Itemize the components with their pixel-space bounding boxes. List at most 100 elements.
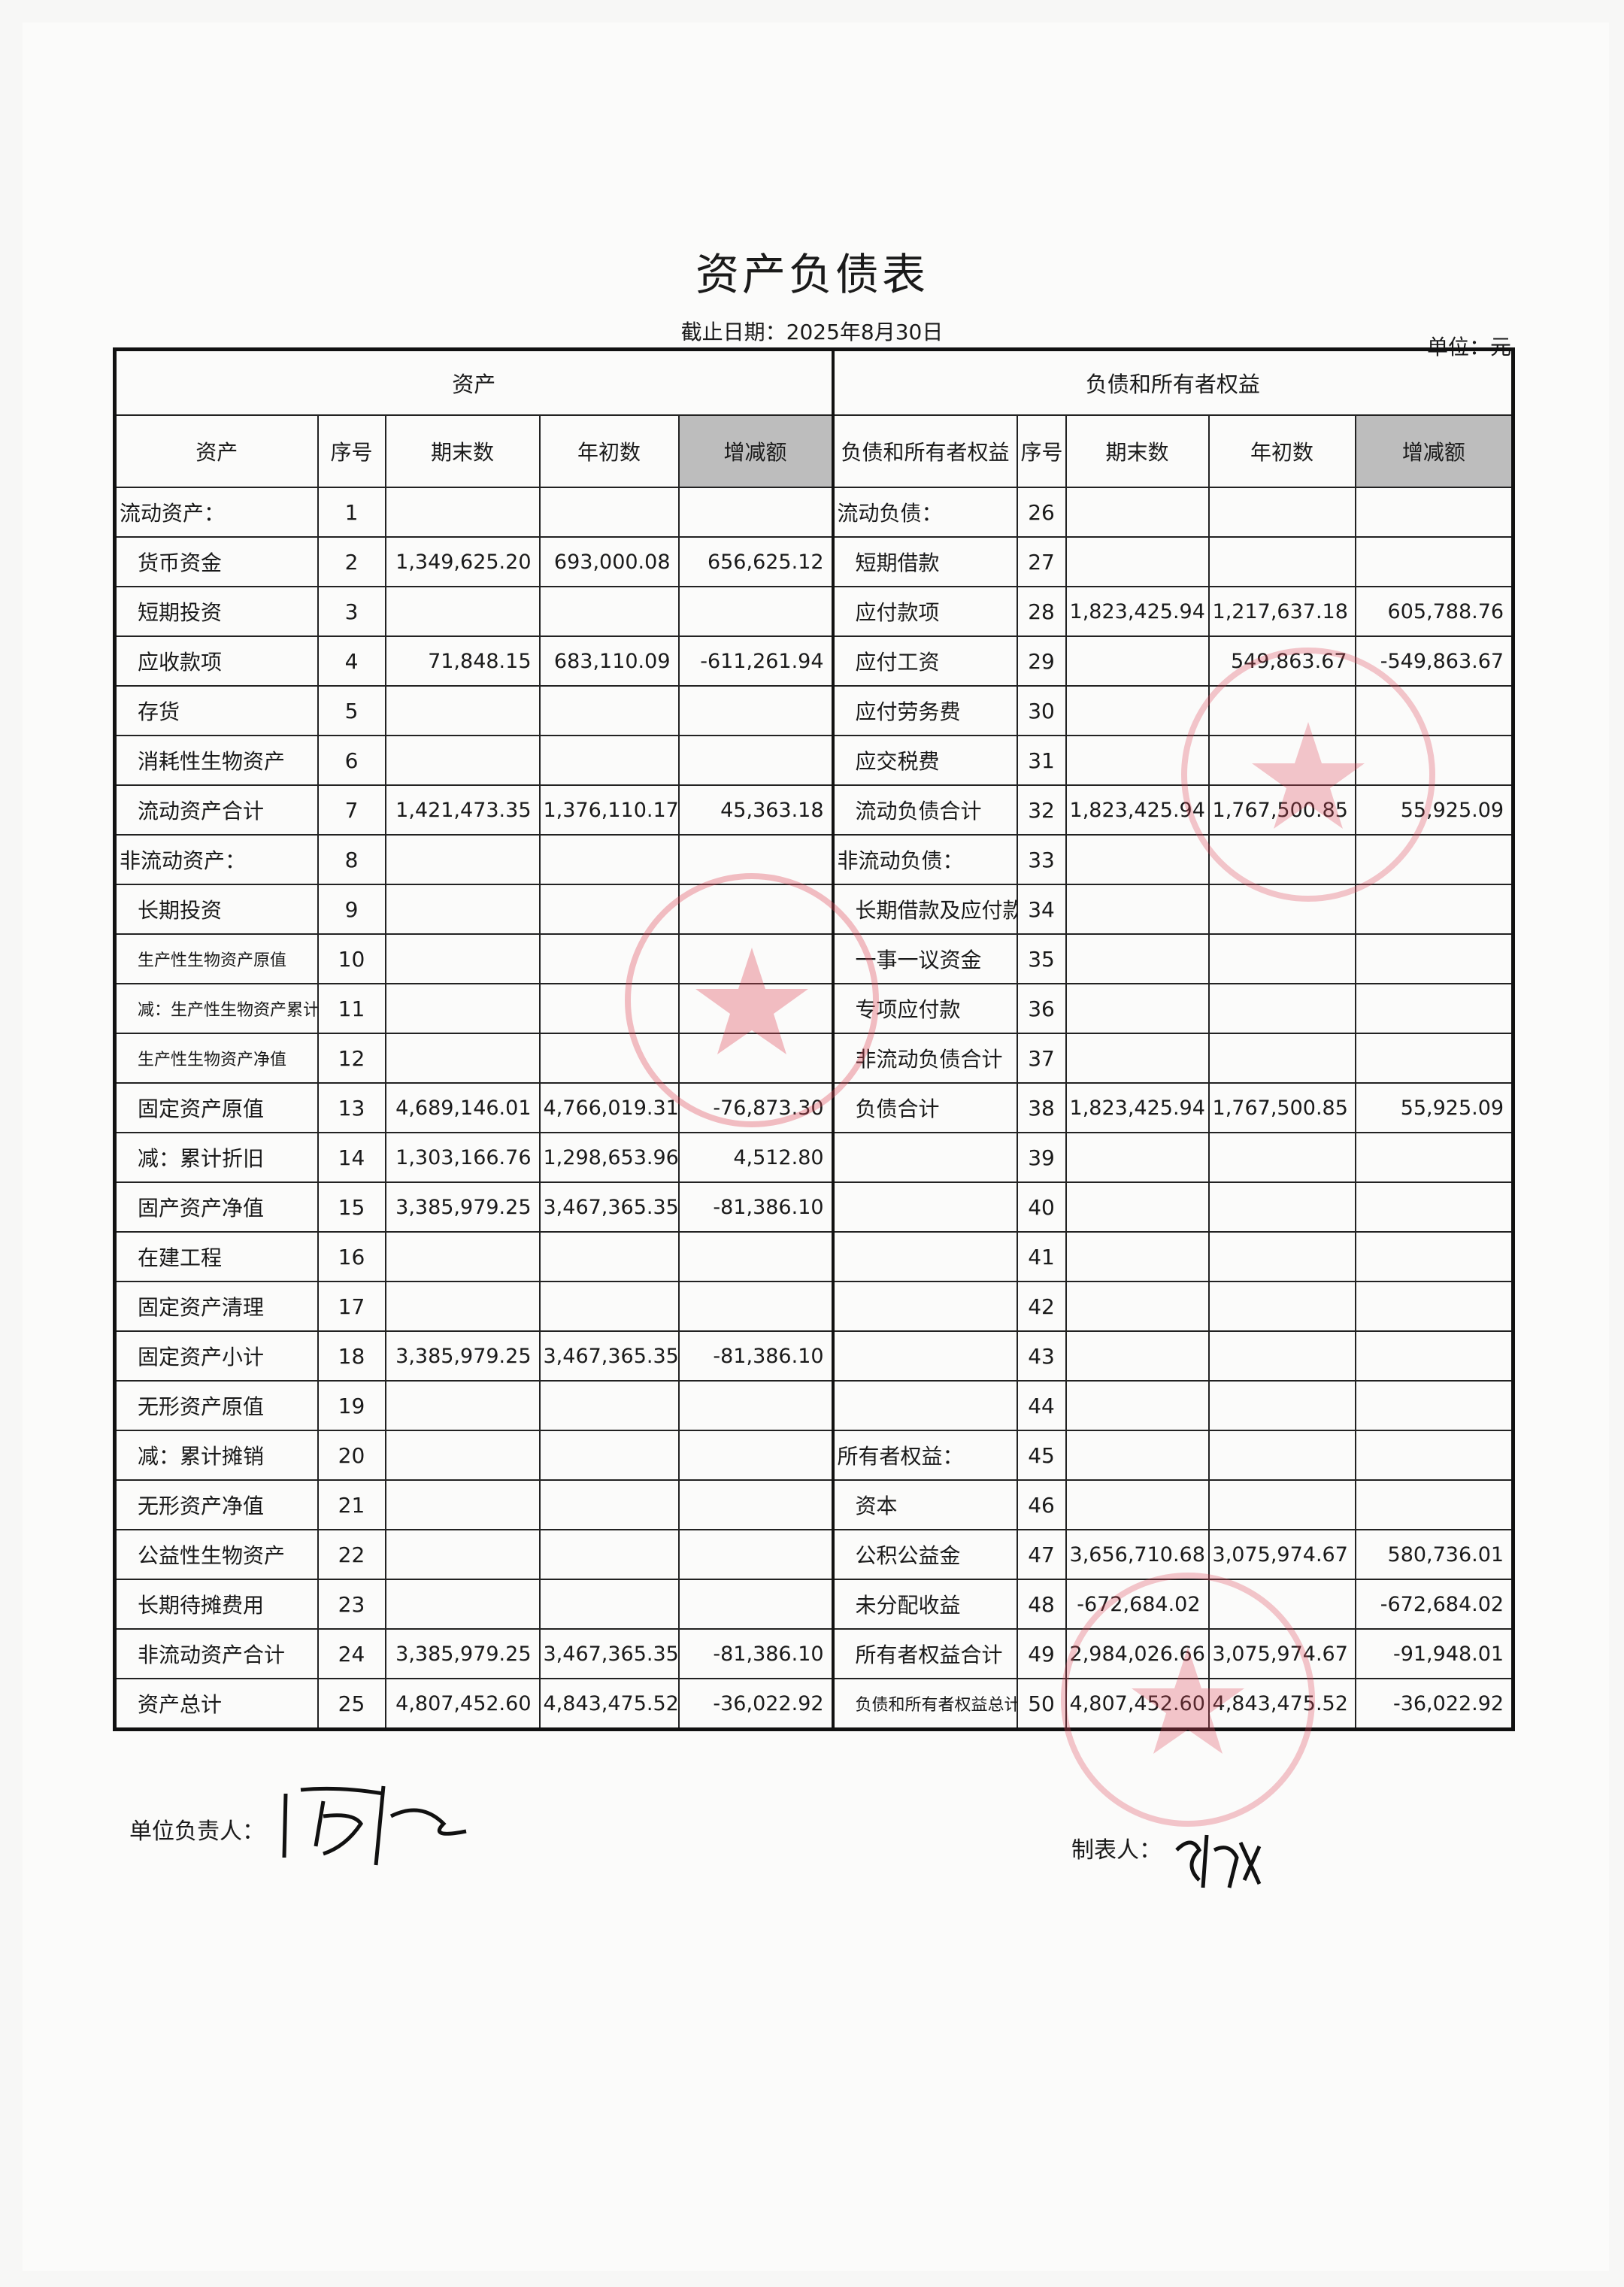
liability-name-cell: 应付劳务费: [831, 685, 1018, 736]
asset-end-cell: [384, 834, 541, 885]
asset-end-cell: [384, 1479, 541, 1530]
asset-seq-cell: 6: [317, 735, 386, 786]
liability-seq-cell: 31: [1016, 735, 1067, 786]
asset-change-cell: [677, 735, 834, 786]
asset-seq-cell: 9: [317, 884, 386, 935]
liability-begin-cell: 1,767,500.85: [1207, 1082, 1356, 1133]
liability-seq-cell: 49: [1016, 1628, 1067, 1679]
asset-begin-cell: [538, 1529, 680, 1580]
asset-end-cell: [384, 1529, 541, 1580]
table-row: 非流动资产： 8 非流动负债： 33: [114, 834, 1514, 885]
asset-seq-cell: 16: [317, 1231, 386, 1282]
liability-name-cell: 应交税费: [831, 735, 1018, 786]
liability-end-cell: [1065, 735, 1210, 786]
asset-change-cell: [677, 884, 834, 935]
liability-seq-cell: 36: [1016, 983, 1067, 1034]
liability-begin-cell: [1207, 1033, 1356, 1084]
table-row: 固定资产小计 18 3,385,979.25 3,467,365.35 -81,386.…: [114, 1330, 1514, 1382]
asset-end-cell: [384, 586, 541, 637]
asset-change-cell: [677, 1529, 834, 1580]
table-row: 固定资产原值 13 4,689,146.01 4,766,019.31 -76,873.…: [114, 1082, 1514, 1133]
liability-seq-cell: 44: [1016, 1380, 1067, 1431]
asset-change-cell: [677, 487, 834, 538]
asset-name-cell: 无形资产原值: [114, 1380, 319, 1431]
asset-end-cell: [384, 1281, 541, 1332]
asset-name-cell: 非流动资产：: [114, 834, 319, 885]
liability-name-cell: [831, 1231, 1018, 1282]
preparer-label: 制表人：: [1071, 1837, 1162, 1864]
asset-name-cell: 长期投资: [114, 884, 319, 935]
liability-end-cell: [1065, 1330, 1210, 1382]
asset-change-cell: [677, 1231, 834, 1282]
asset-end-cell: [384, 685, 541, 736]
asset-begin-cell: 4,843,475.52: [538, 1678, 680, 1730]
asset-seq-cell: 17: [317, 1281, 386, 1332]
asset-name-cell: 生产性生物资产原值: [114, 933, 319, 984]
liability-begin-cell: [1207, 1479, 1356, 1530]
table-row: 长期待摊费用 23 未分配收益 48 -672,684.02 -672,684.02: [114, 1579, 1514, 1630]
liability-name-cell: 所有者权益合计: [831, 1628, 1018, 1679]
asset-end-cell: [384, 1380, 541, 1431]
liability-seq-cell: 40: [1016, 1181, 1067, 1233]
liability-name-cell: 公积公益金: [831, 1529, 1018, 1580]
liability-change-cell: [1354, 536, 1514, 587]
asset-end-cell: 71,848.15: [384, 635, 541, 687]
liability-end-cell: [1065, 536, 1210, 587]
table-row: 存货 5 应付劳务费 30: [114, 685, 1514, 736]
liability-seq-cell: 50: [1016, 1678, 1067, 1730]
asset-end-cell: [384, 487, 541, 538]
liability-begin-cell: [1207, 487, 1356, 538]
liability-change-cell: [1354, 685, 1514, 736]
liability-end-cell: [1065, 1479, 1210, 1530]
header-left-name: 资产: [114, 414, 319, 488]
liability-change-cell: [1354, 1380, 1514, 1431]
liability-name-cell: 流动负债：: [831, 487, 1018, 538]
asset-change-cell: 656,625.12: [677, 536, 834, 587]
asset-end-cell: [384, 983, 541, 1034]
liability-seq-cell: 46: [1016, 1479, 1067, 1530]
liability-end-cell: [1065, 1132, 1210, 1183]
asset-begin-cell: [538, 1033, 680, 1084]
liability-change-cell: -549,863.67: [1354, 635, 1514, 687]
asset-begin-cell: [538, 735, 680, 786]
liability-change-cell: [1354, 983, 1514, 1034]
asset-end-cell: [384, 884, 541, 935]
liability-name-cell: 非流动负债：: [831, 834, 1018, 885]
liability-begin-cell: [1207, 1132, 1356, 1183]
liability-end-cell: [1065, 1430, 1210, 1481]
asset-begin-cell: [538, 1579, 680, 1630]
liability-end-cell: 2,984,026.66: [1065, 1628, 1210, 1679]
liability-change-cell: [1354, 1330, 1514, 1382]
liability-seq-cell: 26: [1016, 487, 1067, 538]
liability-seq-cell: 28: [1016, 586, 1067, 637]
asset-seq-cell: 19: [317, 1380, 386, 1431]
liability-name-cell: 所有者权益：: [831, 1430, 1018, 1481]
asset-seq-cell: 7: [317, 784, 386, 836]
asset-name-cell: 在建工程: [114, 1231, 319, 1282]
table-row: 在建工程 16 41: [114, 1231, 1514, 1282]
section-liabilities: 负债和所有者权益: [831, 348, 1514, 416]
asset-begin-cell: [538, 834, 680, 885]
liability-begin-cell: 1,767,500.85: [1207, 784, 1356, 836]
liability-begin-cell: [1207, 983, 1356, 1034]
liability-name-cell: 应付款项: [831, 586, 1018, 637]
liability-change-cell: 580,736.01: [1354, 1529, 1514, 1580]
liability-name-cell: 资本: [831, 1479, 1018, 1530]
liability-seq-cell: 37: [1016, 1033, 1067, 1084]
liability-change-cell: 55,925.09: [1354, 1082, 1514, 1133]
table-row: 固定资产清理 17 42: [114, 1281, 1514, 1332]
liability-begin-cell: [1207, 1579, 1356, 1630]
header-left-change: 增减额: [677, 414, 834, 488]
table-row: 货币资金 2 1,349,625.20 693,000.08 656,625.12 短期借…: [114, 536, 1514, 587]
liability-seq-cell: 47: [1016, 1529, 1067, 1580]
liability-seq-cell: 48: [1016, 1579, 1067, 1630]
liability-name-cell: 专项应付款: [831, 983, 1018, 1034]
asset-end-cell: 1,421,473.35: [384, 784, 541, 836]
liability-name-cell: 长期借款及应付款: [831, 884, 1018, 935]
table-row: 流动资产： 1 流动负债： 26: [114, 487, 1514, 538]
liability-change-cell: [1354, 735, 1514, 786]
table-row: 无形资产原值 19 44: [114, 1380, 1514, 1431]
asset-end-cell: 1,349,625.20: [384, 536, 541, 587]
asset-begin-cell: 3,467,365.35: [538, 1181, 680, 1233]
table-row: 消耗性生物资产 6 应交税费 31: [114, 735, 1514, 786]
